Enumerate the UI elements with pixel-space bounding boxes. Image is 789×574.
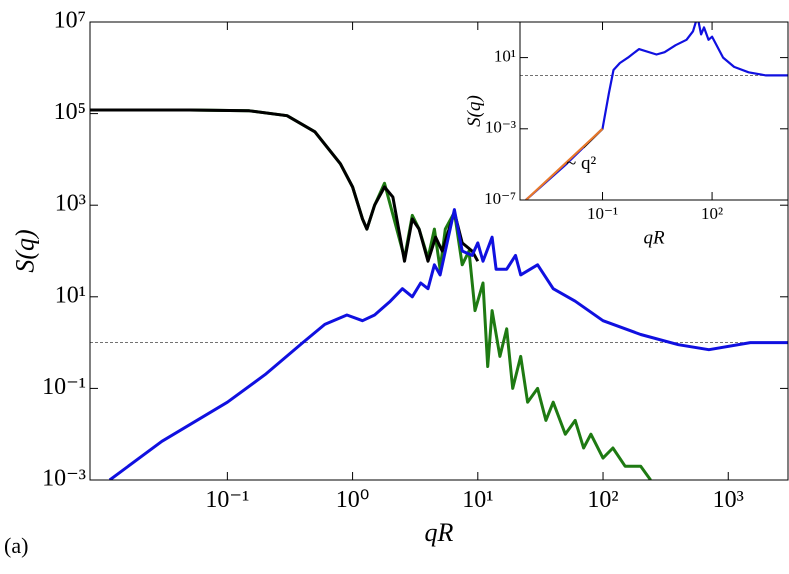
x-tick-label: 10² xyxy=(701,204,723,223)
annotation: ~ q² xyxy=(566,153,597,174)
y-tick-label: 10¹ xyxy=(494,47,516,66)
inset-background xyxy=(520,22,788,200)
x-tick-label: 10¹ xyxy=(462,487,493,513)
panel-label: (a) xyxy=(4,533,28,558)
y-tick-label: 10⁻³ xyxy=(42,466,86,492)
y-tick-label: 10⁵ xyxy=(54,99,86,125)
plot-frame xyxy=(519,21,789,201)
y-axis-label: S(q) xyxy=(11,229,40,272)
series-line xyxy=(108,208,788,480)
x-tick-label: 10⁻¹ xyxy=(205,487,249,513)
plot-frame xyxy=(89,21,789,481)
y-tick-label: 10⁷ xyxy=(54,8,86,34)
series-line xyxy=(525,127,604,200)
series-line xyxy=(525,22,788,200)
x-tick-label: 10² xyxy=(587,487,618,513)
x-tick-label: 10⁰ xyxy=(336,487,370,513)
y-tick-label: 10⁻¹ xyxy=(42,374,86,400)
y-axis-label: S(q) xyxy=(464,95,485,127)
x-axis-label: qR xyxy=(425,518,454,547)
x-tick-label: 10³ xyxy=(713,487,744,513)
y-tick-label: 10¹ xyxy=(55,282,86,308)
series-line xyxy=(90,108,480,263)
x-axis-label: qR xyxy=(643,227,665,248)
y-tick-label: 10³ xyxy=(55,191,86,217)
y-tick-label: 10⁻⁷ xyxy=(484,189,516,208)
y-tick-label: 10⁻³ xyxy=(485,118,516,137)
x-tick-label: 10⁻¹ xyxy=(587,204,618,223)
